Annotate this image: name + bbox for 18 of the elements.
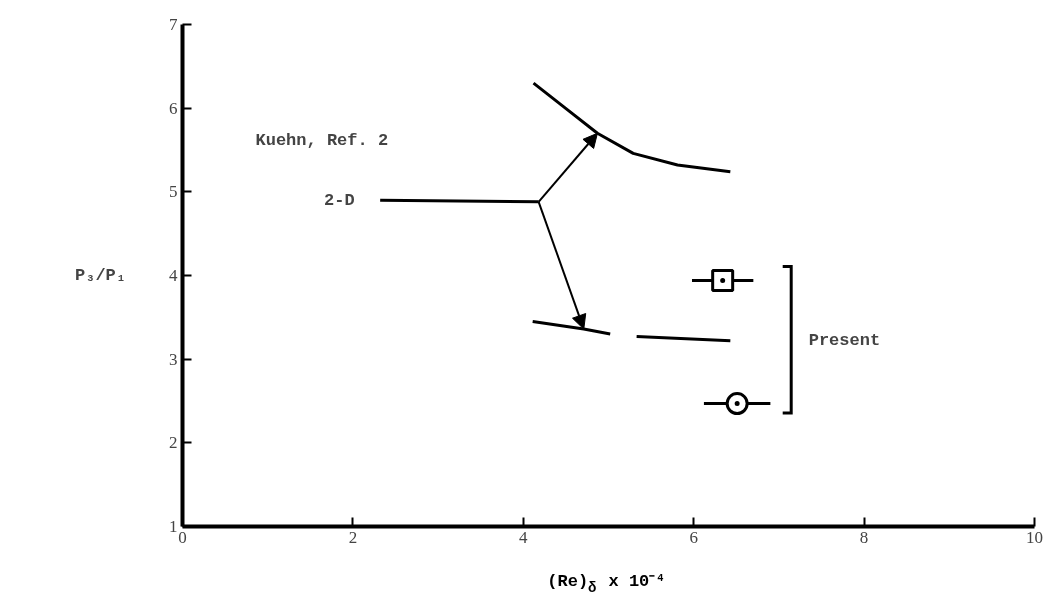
x-tick-label: 4 xyxy=(519,527,529,547)
line-series xyxy=(532,81,732,174)
y-tick-label: 5 xyxy=(169,182,178,202)
x-tick-label: 6 xyxy=(689,527,698,547)
y-tick-label: 3 xyxy=(169,349,178,369)
x-tick-label: 8 xyxy=(859,527,869,547)
annotation: 2-D xyxy=(324,190,355,210)
y-tick-label: 7 xyxy=(169,15,178,34)
x-tick-label: 0 xyxy=(178,527,187,547)
y-tick-label: 6 xyxy=(169,98,178,118)
annotation: Kuehn, Ref. 2 xyxy=(255,131,389,150)
x-tick-label: 10 xyxy=(1026,527,1043,547)
x-tick-label: 2 xyxy=(348,527,358,547)
y-tick-label: 2 xyxy=(169,433,178,453)
annotation: Present xyxy=(808,330,881,350)
y-tick-label: 1 xyxy=(169,517,178,536)
y-tick-label: 4 xyxy=(169,266,178,285)
y-axis-title: P₃/P₁ xyxy=(74,266,127,285)
